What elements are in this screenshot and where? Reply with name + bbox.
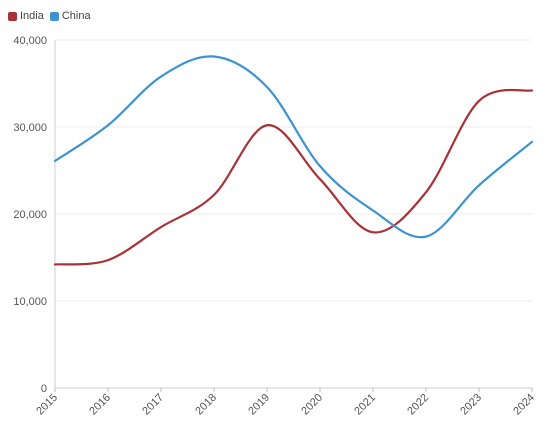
x-tick-label: 2019 [246, 392, 272, 418]
x-tick-label: 2024 [511, 392, 537, 418]
y-tick-label: 20,000 [13, 209, 47, 221]
legend-item-china[interactable]: China [49, 10, 91, 22]
legend-label-china: China [61, 10, 91, 22]
legend-label-india: India [20, 10, 44, 22]
legend-item-india[interactable]: India [8, 10, 44, 22]
x-tick-label: 2022 [405, 392, 431, 418]
x-tick-label: 2016 [87, 392, 113, 418]
series-line-india [53, 88, 534, 266]
y-tick-label: 0 [41, 383, 47, 395]
y-tick-label: 40,000 [13, 35, 47, 47]
x-tick-label: 2017 [140, 392, 166, 418]
chart-legend: India China [8, 10, 91, 22]
x-tick-label: 2023 [458, 392, 484, 418]
x-tick-label: 2021 [352, 392, 378, 418]
x-tick-label: 2018 [193, 392, 219, 418]
x-tick-label: 2020 [299, 392, 325, 418]
y-tick-label: 10,000 [13, 296, 47, 308]
legend-swatch-china [49, 11, 59, 21]
x-tick-label: 2015 [34, 392, 60, 418]
series-line-china [53, 55, 534, 239]
y-tick-label: 30,000 [13, 122, 47, 134]
legend-swatch-india [8, 11, 17, 21]
